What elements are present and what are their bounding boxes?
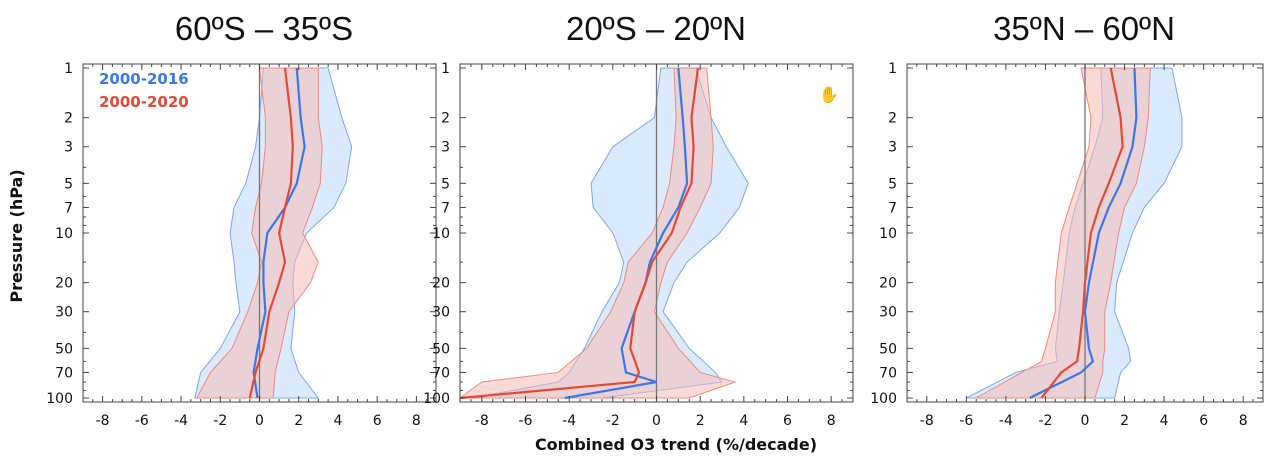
y-tick-label: 7 bbox=[888, 200, 897, 216]
y-tick-label: 70 bbox=[432, 365, 450, 381]
y-tick-label: 3 bbox=[64, 140, 73, 156]
plot-area bbox=[966, 64, 1183, 402]
uncertainty-band-2000-2020 bbox=[974, 67, 1151, 399]
y-axis-label: Pressure (hPa) bbox=[7, 169, 26, 302]
x-tick-label: -6 bbox=[135, 413, 149, 429]
y-tick-label: 2 bbox=[888, 111, 897, 127]
x-tick-label: -6 bbox=[519, 413, 533, 429]
y-tick-label: 10 bbox=[432, 226, 450, 242]
y-tick-label: 1 bbox=[64, 61, 73, 77]
plot-area bbox=[460, 64, 749, 402]
y-tick-label: 30 bbox=[55, 305, 73, 321]
y-tick-label: 3 bbox=[888, 140, 897, 156]
y-tick-label: 50 bbox=[55, 341, 73, 357]
x-tick-label: 6 bbox=[373, 413, 382, 429]
plot-area bbox=[194, 64, 353, 402]
x-tick-label: 2 bbox=[1120, 413, 1129, 429]
y-tick-label: 2 bbox=[64, 111, 73, 127]
x-tick-label: 8 bbox=[412, 413, 421, 429]
x-tick-label: -4 bbox=[562, 413, 576, 429]
x-tick-label: -8 bbox=[920, 413, 934, 429]
x-tick-label: -2 bbox=[606, 413, 620, 429]
trend-line-2000-2016 bbox=[1029, 67, 1138, 399]
panel-1: 60ºS – 35ºS -8 -6 -4 -2 0 2 4 6 8 1 2 3 5 7 10 20 30 50 70 1… bbox=[46, 10, 437, 429]
y-tick-label: 1 bbox=[441, 61, 450, 77]
x-tick-label: 8 bbox=[1239, 413, 1248, 429]
x-tick-label: 6 bbox=[783, 413, 792, 429]
y-tick-label: 5 bbox=[64, 176, 73, 192]
y-tick-label: 70 bbox=[879, 365, 897, 381]
panel-title: 60ºS – 35ºS bbox=[175, 10, 353, 47]
x-tick-label: -2 bbox=[213, 413, 227, 429]
uncertainty-band-2000-2020 bbox=[460, 67, 737, 399]
x-tick-label: -4 bbox=[174, 413, 188, 429]
legend-entry: 2000-2020 bbox=[99, 93, 189, 111]
x-axis-label: Combined O3 trend (%/decade) bbox=[535, 435, 817, 454]
trend-line-2000-2020 bbox=[248, 67, 294, 399]
y-tick-label: 2 bbox=[441, 111, 450, 127]
y-tick-label: 7 bbox=[441, 200, 450, 216]
hand-cursor-icon: ✋ bbox=[819, 85, 839, 104]
y-tick-label: 30 bbox=[879, 305, 897, 321]
x-tick-label: 8 bbox=[827, 413, 836, 429]
x-tick-label: -4 bbox=[999, 413, 1013, 429]
y-tick-label: 3 bbox=[441, 140, 450, 156]
x-tick-label: 4 bbox=[739, 413, 748, 429]
x-tick-label: 6 bbox=[1199, 413, 1208, 429]
y-tick-label: 20 bbox=[55, 276, 73, 292]
trend-line-2000-2016 bbox=[252, 67, 306, 399]
trend-line-2000-2016 bbox=[564, 67, 689, 400]
y-tick-label: 5 bbox=[888, 176, 897, 192]
y-tick-label: 10 bbox=[879, 226, 897, 242]
y-tick-label: 100 bbox=[870, 391, 897, 407]
panels: 60ºS – 35ºS-8 -6 -4 -2 0 2 4 6 81235710203050701… bbox=[46, 10, 1264, 429]
panel-3: 35ºN – 60ºN -8 -6 -4 -2 0 2 4 6 8 1 2 3 5 7 10 20 30 50 70 1… bbox=[870, 10, 1264, 429]
panel-title: 20ºS – 20ºN bbox=[566, 10, 746, 47]
y-tick-label: 30 bbox=[432, 305, 450, 321]
y-tick-label: 1 bbox=[888, 61, 897, 77]
x-tick-label: 4 bbox=[333, 413, 342, 429]
y-tick-label: 70 bbox=[55, 365, 73, 381]
x-tick-label: -8 bbox=[475, 413, 489, 429]
y-tick-label: 50 bbox=[432, 341, 450, 357]
y-tick-label: 100 bbox=[423, 391, 450, 407]
x-tick-label: -6 bbox=[959, 413, 973, 429]
y-tick-label: 7 bbox=[64, 200, 73, 216]
x-tick-label: 4 bbox=[1160, 413, 1169, 429]
y-tick-label: 20 bbox=[432, 276, 450, 292]
x-tick-label: 0 bbox=[1081, 413, 1090, 429]
x-tick-label: 2 bbox=[294, 413, 303, 429]
x-tick-label: 0 bbox=[652, 413, 661, 429]
y-tick-label: 50 bbox=[879, 341, 897, 357]
trend-line-2000-2020 bbox=[460, 67, 700, 400]
panel-2: 20ºS – 20ºN -8 -6 -4 -2 0 2 4 6 8 1 2 3 5 7 10 20 30 50 70 1… bbox=[423, 10, 854, 429]
x-tick-label: 2 bbox=[696, 413, 705, 429]
y-tick-label: 10 bbox=[55, 226, 73, 242]
x-tick-label: -8 bbox=[96, 413, 110, 429]
trend-line-2000-2020 bbox=[1040, 67, 1124, 399]
x-tick-label: -2 bbox=[1038, 413, 1052, 429]
y-tick-label: 100 bbox=[46, 391, 73, 407]
y-tick-label: 5 bbox=[441, 176, 450, 192]
y-tick-label: 20 bbox=[879, 276, 897, 292]
legend-entry: 2000-2016 bbox=[99, 70, 189, 88]
x-tick-label: 0 bbox=[255, 413, 264, 429]
panel-title: 35ºN – 60ºN bbox=[993, 10, 1175, 47]
